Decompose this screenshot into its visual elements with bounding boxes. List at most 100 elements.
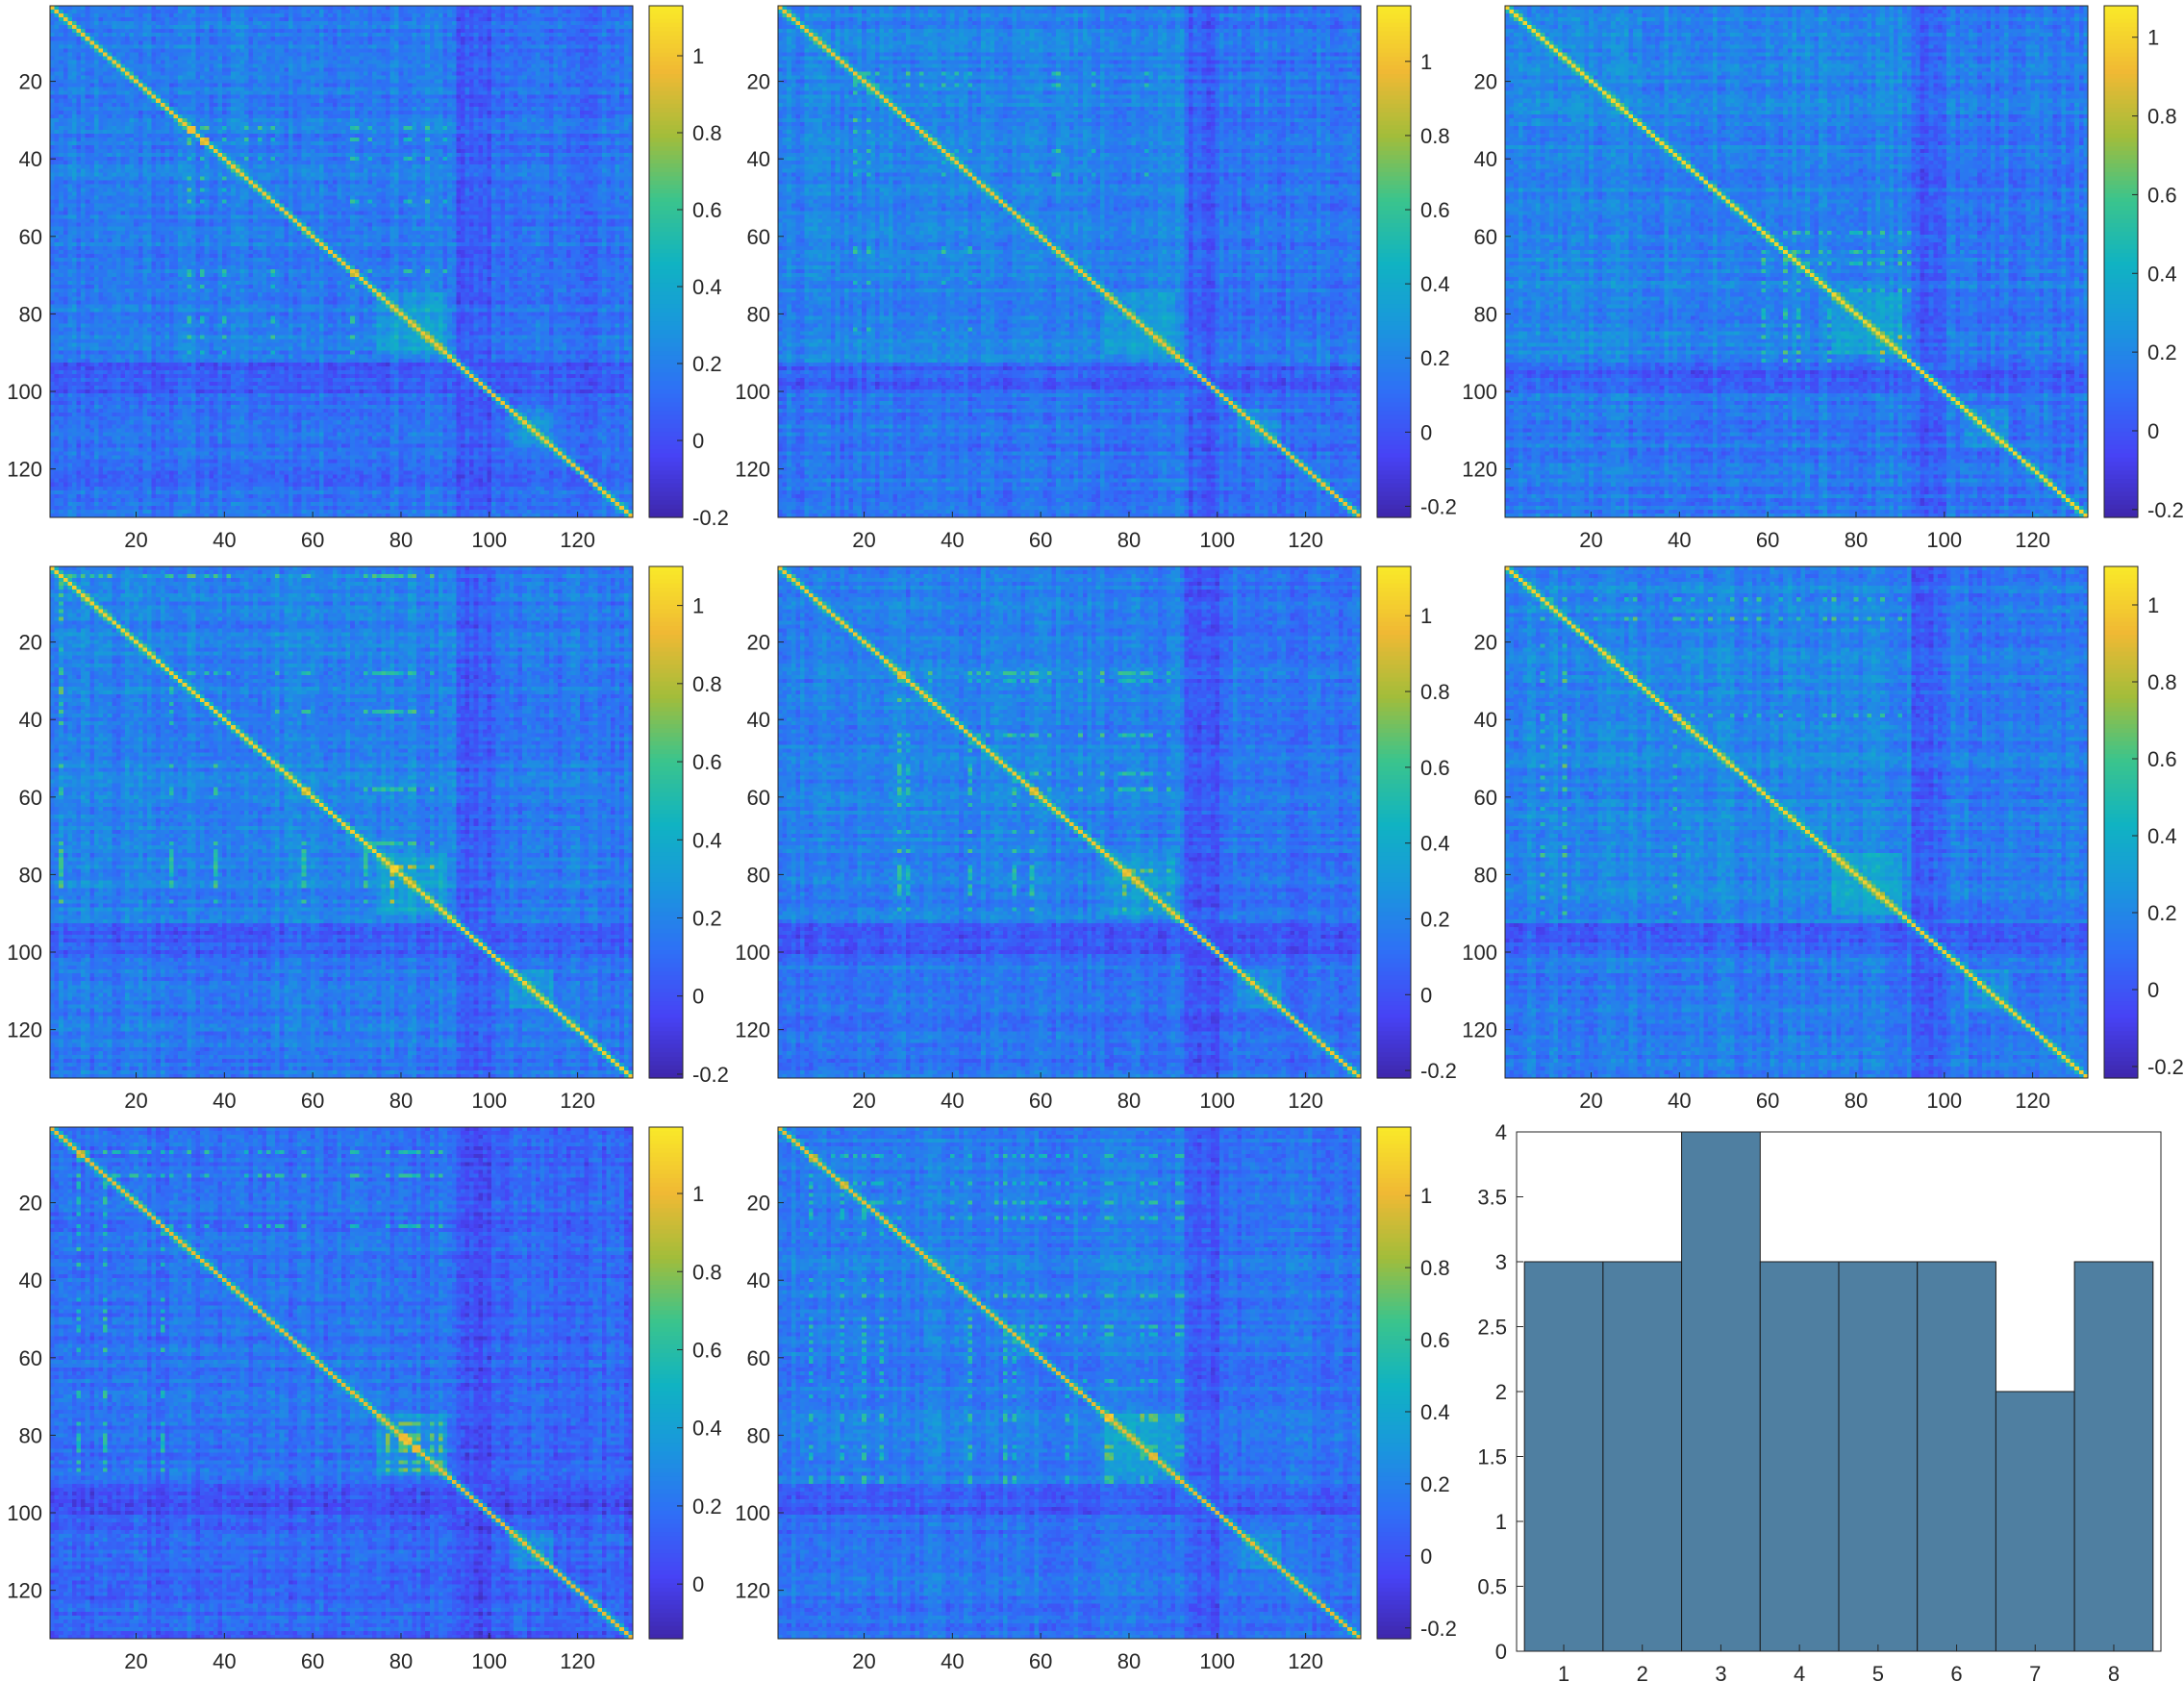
colorbar-segment xyxy=(1377,975,1411,981)
heatmap-panel-4: 20 40 60 80 100 120 20 40 60 80 100 120 -0.2 0 0.2 0.4 0… xyxy=(7,565,729,1113)
colorbar-segment xyxy=(1377,253,1411,259)
colorbar-segment xyxy=(1377,1315,1411,1320)
colorbar-segment xyxy=(649,95,683,101)
colorbar-segment xyxy=(1377,924,1411,930)
colorbar-segment xyxy=(649,996,683,1002)
colorbar-segment xyxy=(2104,483,2138,489)
colorbar-segment xyxy=(1377,257,1411,263)
colorbar-segment xyxy=(649,364,683,369)
colorbar-segment xyxy=(1377,406,1411,412)
colorbar-segment xyxy=(1377,248,1411,254)
x-tick-label: 60 xyxy=(1756,528,1779,552)
colorbar-segment xyxy=(649,262,683,267)
colorbar-segment xyxy=(1377,227,1411,233)
colorbar-segment xyxy=(1377,916,1411,921)
colorbar-segment xyxy=(1377,677,1411,683)
colorbar-frame xyxy=(648,1126,684,1640)
colorbar-4: -0.2 0 0.2 0.4 0.6 0.8 1 xyxy=(648,565,729,1087)
colorbar-segment xyxy=(649,31,683,37)
colorbar-segment xyxy=(649,617,683,623)
colorbar-segment xyxy=(1377,1148,1411,1154)
colorbar-segment xyxy=(1377,112,1411,117)
x-tick-label: 20 xyxy=(124,1089,147,1113)
histogram-bar-7 xyxy=(1995,1391,2075,1652)
colorbar-segment xyxy=(649,686,683,691)
colorbar-segment xyxy=(649,1322,683,1328)
colorbar-segment xyxy=(1377,43,1411,49)
colorbar-segment xyxy=(649,180,683,186)
colorbar-segment xyxy=(649,304,683,310)
colorbar-segment xyxy=(1377,1600,1411,1606)
colorbar-segment xyxy=(649,621,683,627)
colorbar-segment xyxy=(649,295,683,301)
colorbar-segment xyxy=(649,1173,683,1179)
colorbar-segment xyxy=(649,886,683,891)
colorbar-segment xyxy=(649,1361,683,1367)
colorbar-segment xyxy=(1377,1634,1411,1640)
colorbar-segment xyxy=(649,112,683,117)
colorbar-segment xyxy=(1377,1404,1411,1410)
colorbar-segment xyxy=(1377,775,1411,781)
colorbar-segment xyxy=(649,1459,683,1465)
colorbar-segment xyxy=(1377,941,1411,947)
colorbar-segment xyxy=(1377,474,1411,480)
colorbar-segment xyxy=(2104,941,2138,947)
colorbar-segment xyxy=(2104,163,2138,169)
colorbar-segment xyxy=(2104,185,2138,190)
colorbar-segment xyxy=(2104,1017,2138,1023)
colorbar-segment xyxy=(649,1374,683,1380)
colorbar-segment xyxy=(1377,770,1411,776)
colorbar-segment xyxy=(649,185,683,190)
colorbar-segment xyxy=(649,449,683,455)
colorbar-segment xyxy=(1377,791,1411,797)
colorbar-segment xyxy=(2104,406,2138,412)
colorbar-segment xyxy=(2104,176,2138,182)
colorbar-segment xyxy=(1377,423,1411,429)
colorbar-segment xyxy=(649,436,683,441)
colorbar-segment xyxy=(1377,882,1411,888)
colorbar-segment xyxy=(1377,588,1411,593)
x-tick-label: 100 xyxy=(1199,1649,1235,1673)
colorbar-segment xyxy=(649,283,683,289)
colorbar-segment xyxy=(649,1301,683,1307)
x-tick-label: 60 xyxy=(1029,528,1052,552)
colorbar-segment xyxy=(1377,1310,1411,1316)
y-tick-label: 3.5 xyxy=(1477,1186,1507,1210)
colorbar-segment xyxy=(649,1387,683,1393)
colorbar-segment xyxy=(1377,1301,1411,1307)
colorbar-segment xyxy=(649,1140,683,1145)
colorbar-segment xyxy=(649,890,683,895)
colorbar-segment xyxy=(649,1527,683,1533)
colorbar-segment xyxy=(649,1583,683,1589)
colorbar-segment xyxy=(1377,1233,1411,1239)
colorbar-segment xyxy=(649,604,683,610)
colorbar-segment xyxy=(649,218,683,224)
colorbar-segment xyxy=(1377,1450,1411,1456)
colorbar-segment xyxy=(649,78,683,84)
colorbar-segment xyxy=(1377,754,1411,760)
colorbar-segment xyxy=(649,1040,683,1045)
colorbar-segment xyxy=(2104,788,2138,793)
colorbar-tick-label: 0.8 xyxy=(692,1260,722,1284)
colorbar-segment xyxy=(649,414,683,420)
colorbar-segment xyxy=(649,52,683,58)
y-tick-label: 4 xyxy=(1495,1120,1507,1144)
colorbar-segment xyxy=(1377,316,1411,322)
x-tick-label: 40 xyxy=(1668,1089,1691,1113)
colorbar-segment xyxy=(2104,656,2138,662)
colorbar-segment xyxy=(2104,411,2138,416)
colorbar-segment xyxy=(1377,479,1411,485)
colorbar-segment xyxy=(1377,664,1411,669)
colorbar-tick-label: 1 xyxy=(2147,593,2159,617)
colorbar-segment xyxy=(649,1035,683,1041)
colorbar-segment xyxy=(2104,87,2138,92)
colorbar-1: -0.2 0 0.2 0.4 0.6 0.8 1 xyxy=(648,5,729,530)
colorbar-segment xyxy=(2104,227,2138,233)
colorbar-segment xyxy=(1377,465,1411,471)
colorbar-segment xyxy=(1377,210,1411,215)
colorbar-segment xyxy=(649,120,683,126)
colorbar-segment xyxy=(1377,244,1411,250)
colorbar-segment xyxy=(649,1056,683,1062)
colorbar-segment xyxy=(649,980,683,986)
colorbar-frame xyxy=(1376,565,1412,1079)
